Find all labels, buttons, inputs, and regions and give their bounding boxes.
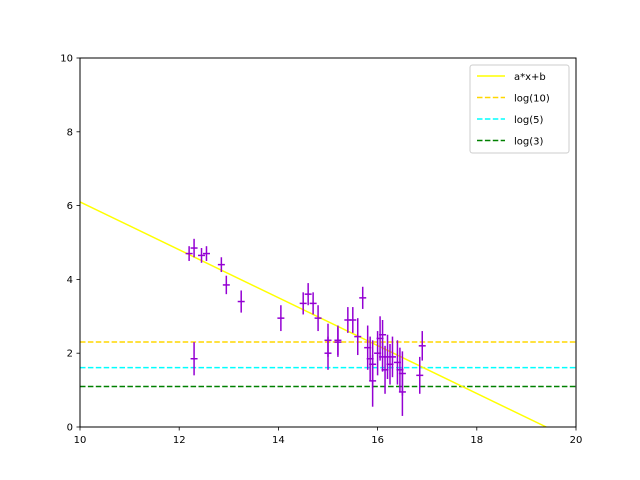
x-tick-label: 18 xyxy=(470,435,483,446)
data-point xyxy=(418,331,426,361)
x-tick-label: 16 xyxy=(371,435,384,446)
data-point xyxy=(198,248,206,263)
y-tick-label: 2 xyxy=(67,349,73,360)
axes-frame xyxy=(79,57,577,428)
x-tick-label: 10 xyxy=(74,435,87,446)
series-group xyxy=(80,201,576,427)
data-point xyxy=(304,283,312,306)
y-tick-label: 10 xyxy=(60,54,73,65)
data-point xyxy=(217,257,225,273)
data-point xyxy=(324,336,332,370)
data-point xyxy=(388,336,396,378)
data-point xyxy=(334,325,342,356)
legend-label: log(5) xyxy=(514,115,544,126)
x-tick-label: 20 xyxy=(570,435,583,446)
x-tick-label: 14 xyxy=(272,435,285,446)
data-point xyxy=(369,355,377,407)
y-tick-label: 4 xyxy=(67,275,73,286)
legend-label: log(10) xyxy=(514,94,550,105)
y-tick-label: 6 xyxy=(67,201,73,212)
data-point xyxy=(190,238,198,258)
data-point xyxy=(299,292,307,315)
data-point xyxy=(190,342,198,376)
data-point xyxy=(222,275,230,295)
y-tick-label: 0 xyxy=(67,423,73,434)
plot-area xyxy=(80,201,576,427)
data-point xyxy=(314,305,322,332)
data-point xyxy=(277,305,285,332)
data-point xyxy=(349,307,357,333)
y-tick-label: 8 xyxy=(67,127,73,138)
data-point xyxy=(416,356,424,394)
data-point xyxy=(354,318,362,356)
legend-box xyxy=(469,64,570,154)
legend-label: a*x+b xyxy=(514,72,546,83)
legend: a*x+b log(10) log(5) log(3) xyxy=(469,64,570,154)
data-point xyxy=(237,290,245,313)
data-point xyxy=(398,367,406,416)
data-point xyxy=(359,286,367,309)
data-point xyxy=(309,292,317,315)
x-tick-label: 12 xyxy=(173,435,186,446)
legend-label: log(3) xyxy=(514,137,544,148)
data-point xyxy=(202,246,210,261)
data-point xyxy=(185,246,193,261)
axis-ticks: 10 12 14 16 18 20 0 2 4 6 8 10 xyxy=(60,54,582,447)
fit-line xyxy=(80,201,547,427)
